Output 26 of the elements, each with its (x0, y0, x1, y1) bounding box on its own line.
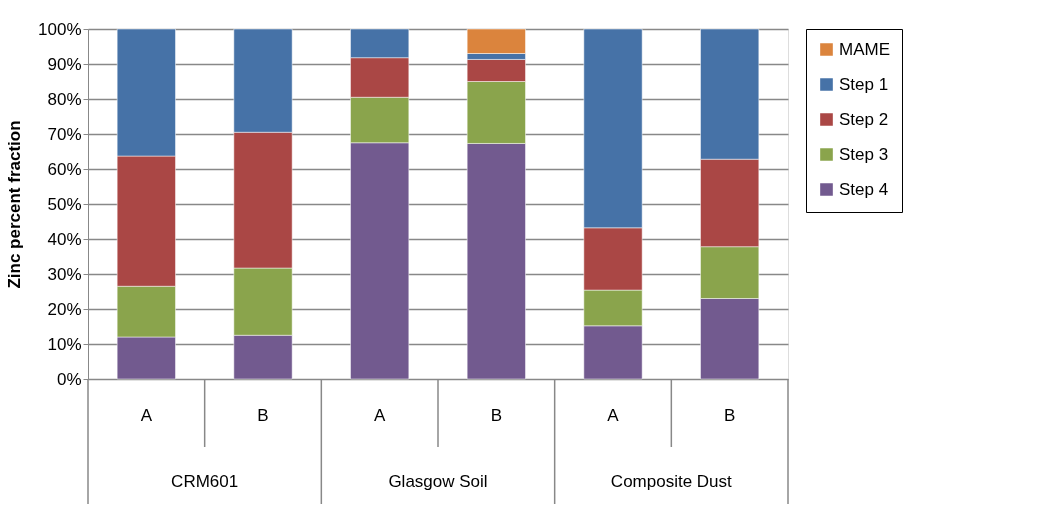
y-tick-label: 40% (47, 229, 82, 249)
y-tick-label: 60% (47, 159, 82, 179)
y-tick-label: 0% (56, 369, 82, 389)
x-tick-label: A (140, 406, 153, 425)
x-tick-label: B (723, 406, 736, 425)
legend-label: Step 4 (839, 179, 889, 199)
legend-label: Step 2 (839, 109, 889, 129)
y-tick-label: 70% (47, 124, 82, 144)
y-tick-label: 50% (47, 194, 82, 214)
x-tick-label: B (490, 406, 503, 425)
text: Glasgow Soil (388, 472, 488, 491)
y-axis-title: Zinc percent fraction (5, 120, 25, 289)
y-tick-label: 10% (47, 334, 82, 354)
y-tick-label: 100% (38, 19, 82, 39)
y-tick-label: 80% (47, 89, 82, 109)
text: CRM601 (171, 472, 239, 491)
legend-label: MAME (839, 39, 890, 59)
y-tick-label: 90% (47, 54, 82, 74)
y-tick-label: 20% (47, 299, 82, 319)
text: Composite Dust (610, 472, 733, 491)
x-tick-label: B (257, 406, 269, 425)
y-tick-label: 30% (47, 264, 82, 284)
x-tick-label: A (607, 406, 620, 425)
legend-label: Step 1 (839, 74, 889, 94)
legend-label: Step 3 (839, 144, 889, 164)
x-tick-label: A (373, 406, 386, 425)
